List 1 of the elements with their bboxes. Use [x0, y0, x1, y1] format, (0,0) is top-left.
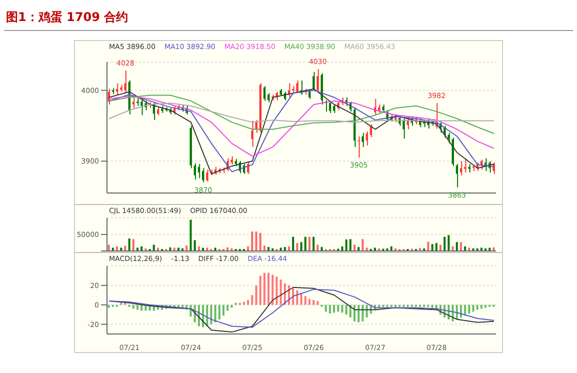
chart-title: 图1：鸡蛋 1709 合约 [6, 9, 128, 26]
